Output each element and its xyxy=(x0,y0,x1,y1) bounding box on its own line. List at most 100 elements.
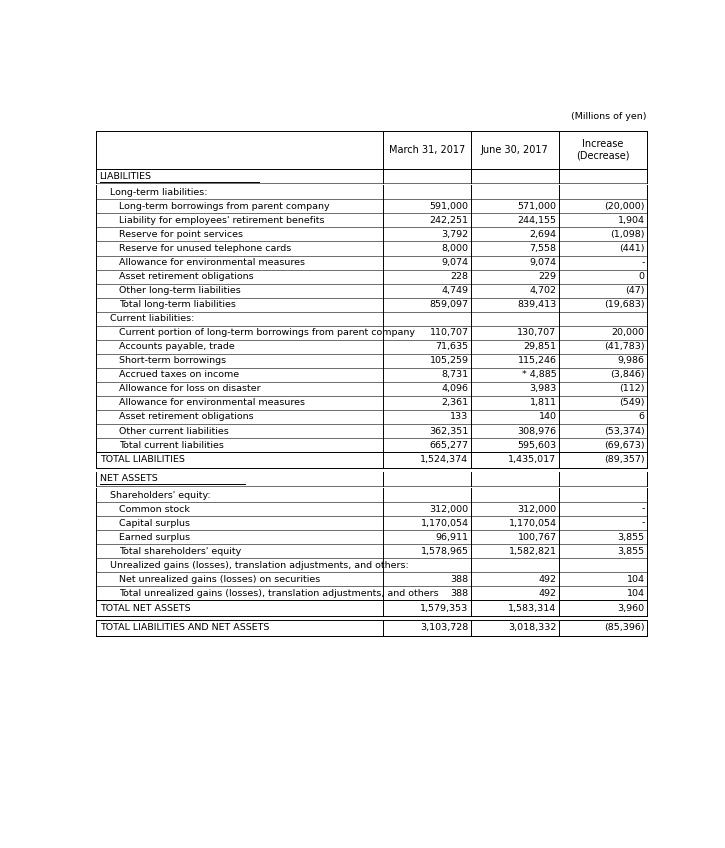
Text: 2,694: 2,694 xyxy=(529,230,557,239)
Text: 1,524,374: 1,524,374 xyxy=(420,455,468,465)
Text: 388: 388 xyxy=(450,575,468,583)
Text: 100,767: 100,767 xyxy=(518,533,557,542)
Text: 3,018,332: 3,018,332 xyxy=(508,623,557,633)
Text: (1,098): (1,098) xyxy=(610,230,645,239)
Text: 4,749: 4,749 xyxy=(442,286,468,295)
Text: 3,960: 3,960 xyxy=(618,604,645,612)
Text: Allowance for loss on disaster: Allowance for loss on disaster xyxy=(120,384,261,393)
Text: 228: 228 xyxy=(450,272,468,281)
Text: 105,259: 105,259 xyxy=(429,356,468,365)
Text: Total current liabilities: Total current liabilities xyxy=(120,441,224,449)
Text: 1,578,965: 1,578,965 xyxy=(420,547,468,555)
Text: 839,413: 839,413 xyxy=(517,300,557,310)
Text: -: - xyxy=(641,505,645,514)
Text: 595,603: 595,603 xyxy=(518,441,557,449)
Text: Allowance for environmental measures: Allowance for environmental measures xyxy=(120,258,305,267)
Text: 1,170,054: 1,170,054 xyxy=(508,519,557,527)
Text: March 31, 2017: March 31, 2017 xyxy=(389,145,465,155)
Text: 3,983: 3,983 xyxy=(529,384,557,393)
Text: 665,277: 665,277 xyxy=(429,441,468,449)
Text: 9,986: 9,986 xyxy=(618,356,645,365)
Text: June 30, 2017: June 30, 2017 xyxy=(481,145,549,155)
Text: Long-term liabilities:: Long-term liabilities: xyxy=(109,188,207,197)
Text: (112): (112) xyxy=(619,384,645,393)
Text: 388: 388 xyxy=(450,589,468,598)
Text: (19,683): (19,683) xyxy=(604,300,645,310)
Text: Asset retirement obligations: Asset retirement obligations xyxy=(120,412,254,421)
Text: Earned surplus: Earned surplus xyxy=(120,533,191,542)
Text: (549): (549) xyxy=(619,399,645,407)
Text: 859,097: 859,097 xyxy=(429,300,468,310)
Text: Accounts payable, trade: Accounts payable, trade xyxy=(120,343,235,351)
Text: Short-term borrowings: Short-term borrowings xyxy=(120,356,227,365)
Text: Total long-term liabilities: Total long-term liabilities xyxy=(120,300,236,310)
Text: LIABILITIES: LIABILITIES xyxy=(99,171,152,181)
Text: (3,846): (3,846) xyxy=(610,371,645,379)
Text: Current liabilities:: Current liabilities: xyxy=(109,315,194,323)
Text: Common stock: Common stock xyxy=(120,505,191,514)
Text: 1,583,314: 1,583,314 xyxy=(508,604,557,612)
Text: 104: 104 xyxy=(626,589,645,598)
Text: 1,582,821: 1,582,821 xyxy=(508,547,557,555)
Text: (441): (441) xyxy=(619,244,645,253)
Text: 362,351: 362,351 xyxy=(429,427,468,436)
Text: Asset retirement obligations: Asset retirement obligations xyxy=(120,272,254,281)
Text: Shareholders' equity:: Shareholders' equity: xyxy=(109,490,210,499)
Text: 1,170,054: 1,170,054 xyxy=(420,519,468,527)
Text: 492: 492 xyxy=(539,575,557,583)
Text: 571,000: 571,000 xyxy=(518,202,557,211)
Text: Current portion of long-term borrowings from parent company: Current portion of long-term borrowings … xyxy=(120,328,415,338)
Text: 312,000: 312,000 xyxy=(518,505,557,514)
Text: (53,374): (53,374) xyxy=(604,427,645,436)
Text: * 4,885: * 4,885 xyxy=(522,371,557,379)
Text: 115,246: 115,246 xyxy=(518,356,557,365)
Text: 71,635: 71,635 xyxy=(435,343,468,351)
Text: Long-term borrowings from parent company: Long-term borrowings from parent company xyxy=(120,202,330,211)
Text: 242,251: 242,251 xyxy=(429,216,468,225)
Text: (69,673): (69,673) xyxy=(604,441,645,449)
Text: 133: 133 xyxy=(450,412,468,421)
Text: (Millions of yen): (Millions of yen) xyxy=(571,112,647,121)
Text: 130,707: 130,707 xyxy=(518,328,557,338)
Text: TOTAL LIABILITIES AND NET ASSETS: TOTAL LIABILITIES AND NET ASSETS xyxy=(99,623,269,633)
Text: Other current liabilities: Other current liabilities xyxy=(120,427,229,436)
Text: 1,579,353: 1,579,353 xyxy=(420,604,468,612)
Text: (89,357): (89,357) xyxy=(604,455,645,465)
Text: 20,000: 20,000 xyxy=(612,328,645,338)
Text: 2,361: 2,361 xyxy=(442,399,468,407)
Text: Other long-term liabilities: Other long-term liabilities xyxy=(120,286,241,295)
Text: Reserve for point services: Reserve for point services xyxy=(120,230,244,239)
Text: (41,783): (41,783) xyxy=(604,343,645,351)
Text: 7,558: 7,558 xyxy=(529,244,557,253)
Text: (20,000): (20,000) xyxy=(604,202,645,211)
Text: 8,731: 8,731 xyxy=(442,371,468,379)
Text: TOTAL LIABILITIES: TOTAL LIABILITIES xyxy=(99,455,184,465)
Text: 140: 140 xyxy=(539,412,557,421)
Text: 4,096: 4,096 xyxy=(442,384,468,393)
Text: Capital surplus: Capital surplus xyxy=(120,519,191,527)
Text: -: - xyxy=(641,258,645,267)
Text: 9,074: 9,074 xyxy=(529,258,557,267)
Text: (47): (47) xyxy=(625,286,645,295)
Text: 1,811: 1,811 xyxy=(529,399,557,407)
Text: 308,976: 308,976 xyxy=(518,427,557,436)
Text: 3,103,728: 3,103,728 xyxy=(420,623,468,633)
Text: 3,855: 3,855 xyxy=(618,533,645,542)
Text: Unrealized gains (losses), translation adjustments, and others:: Unrealized gains (losses), translation a… xyxy=(109,561,408,570)
Text: 110,707: 110,707 xyxy=(429,328,468,338)
Text: 8,000: 8,000 xyxy=(442,244,468,253)
Text: 3,855: 3,855 xyxy=(618,547,645,555)
Text: 104: 104 xyxy=(626,575,645,583)
Text: 229: 229 xyxy=(539,272,557,281)
Text: Liability for employees' retirement benefits: Liability for employees' retirement bene… xyxy=(120,216,325,225)
Text: Allowance for environmental measures: Allowance for environmental measures xyxy=(120,399,305,407)
Text: Net unrealized gains (losses) on securities: Net unrealized gains (losses) on securit… xyxy=(120,575,320,583)
Text: 492: 492 xyxy=(539,589,557,598)
Text: NET ASSETS: NET ASSETS xyxy=(99,474,157,483)
Text: Total unrealized gains (losses), translation adjustments, and others: Total unrealized gains (losses), transla… xyxy=(120,589,439,598)
Text: TOTAL NET ASSETS: TOTAL NET ASSETS xyxy=(99,604,190,612)
Text: 96,911: 96,911 xyxy=(436,533,468,542)
Text: 1,904: 1,904 xyxy=(618,216,645,225)
Text: 1,435,017: 1,435,017 xyxy=(508,455,557,465)
Text: (85,396): (85,396) xyxy=(604,623,645,633)
